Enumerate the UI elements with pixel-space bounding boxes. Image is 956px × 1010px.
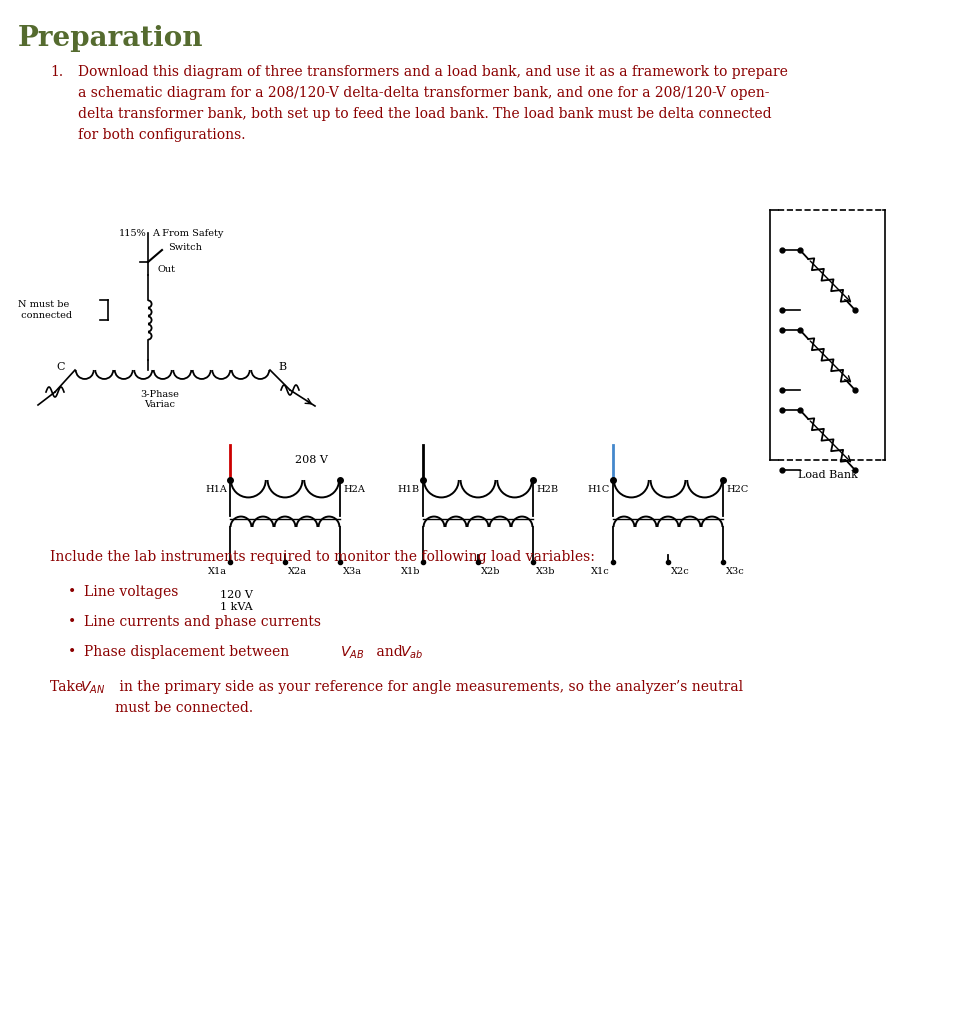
Text: X2b: X2b	[481, 567, 501, 576]
Text: $V_{AB}$: $V_{AB}$	[340, 645, 364, 662]
Text: $V_{ab}$: $V_{ab}$	[400, 645, 424, 662]
Text: 120 V
1 kVA: 120 V 1 kVA	[220, 590, 253, 612]
Text: B: B	[278, 362, 286, 372]
Text: A From Safety: A From Safety	[152, 228, 224, 237]
Text: Line currents and phase currents: Line currents and phase currents	[84, 615, 321, 629]
Text: •: •	[68, 645, 76, 659]
Text: H1A: H1A	[206, 485, 227, 494]
Text: Phase displacement between: Phase displacement between	[84, 645, 293, 659]
Text: X2c: X2c	[671, 567, 689, 576]
Text: H1C: H1C	[588, 485, 610, 494]
Text: 115%: 115%	[120, 228, 147, 237]
Text: H2C: H2C	[726, 485, 749, 494]
Text: X3a: X3a	[343, 567, 362, 576]
Text: 1.: 1.	[50, 65, 63, 79]
Text: •: •	[68, 615, 76, 629]
Text: X1c: X1c	[591, 567, 610, 576]
Text: Load Bank: Load Bank	[797, 470, 858, 480]
Text: •: •	[68, 585, 76, 599]
Text: H2B: H2B	[536, 485, 558, 494]
Text: H1B: H1B	[398, 485, 420, 494]
Text: Download this diagram of three transformers and a load bank, and use it as a fra: Download this diagram of three transform…	[78, 65, 788, 142]
Text: Line voltages: Line voltages	[84, 585, 179, 599]
Text: C: C	[56, 362, 65, 372]
Text: in the primary side as your reference for angle measurements, so the analyzer’s : in the primary side as your reference fo…	[115, 680, 743, 715]
Text: N must be
 connected: N must be connected	[18, 300, 72, 320]
Text: H2A: H2A	[343, 485, 365, 494]
Text: Out: Out	[158, 266, 176, 275]
Text: $V_{AN}$: $V_{AN}$	[80, 680, 105, 697]
Text: Preparation: Preparation	[18, 25, 204, 52]
Text: X3b: X3b	[536, 567, 555, 576]
Text: X1b: X1b	[401, 567, 420, 576]
Text: and: and	[372, 645, 407, 659]
Text: X3c: X3c	[726, 567, 745, 576]
Text: Take: Take	[50, 680, 88, 694]
Text: 208 V: 208 V	[295, 454, 328, 465]
Text: Include the lab instruments required to monitor the following load variables:: Include the lab instruments required to …	[50, 550, 595, 564]
Text: X2a: X2a	[288, 567, 307, 576]
Text: 3-Phase
Variac: 3-Phase Variac	[141, 390, 180, 409]
Text: X1a: X1a	[208, 567, 227, 576]
Text: Switch: Switch	[168, 243, 202, 252]
